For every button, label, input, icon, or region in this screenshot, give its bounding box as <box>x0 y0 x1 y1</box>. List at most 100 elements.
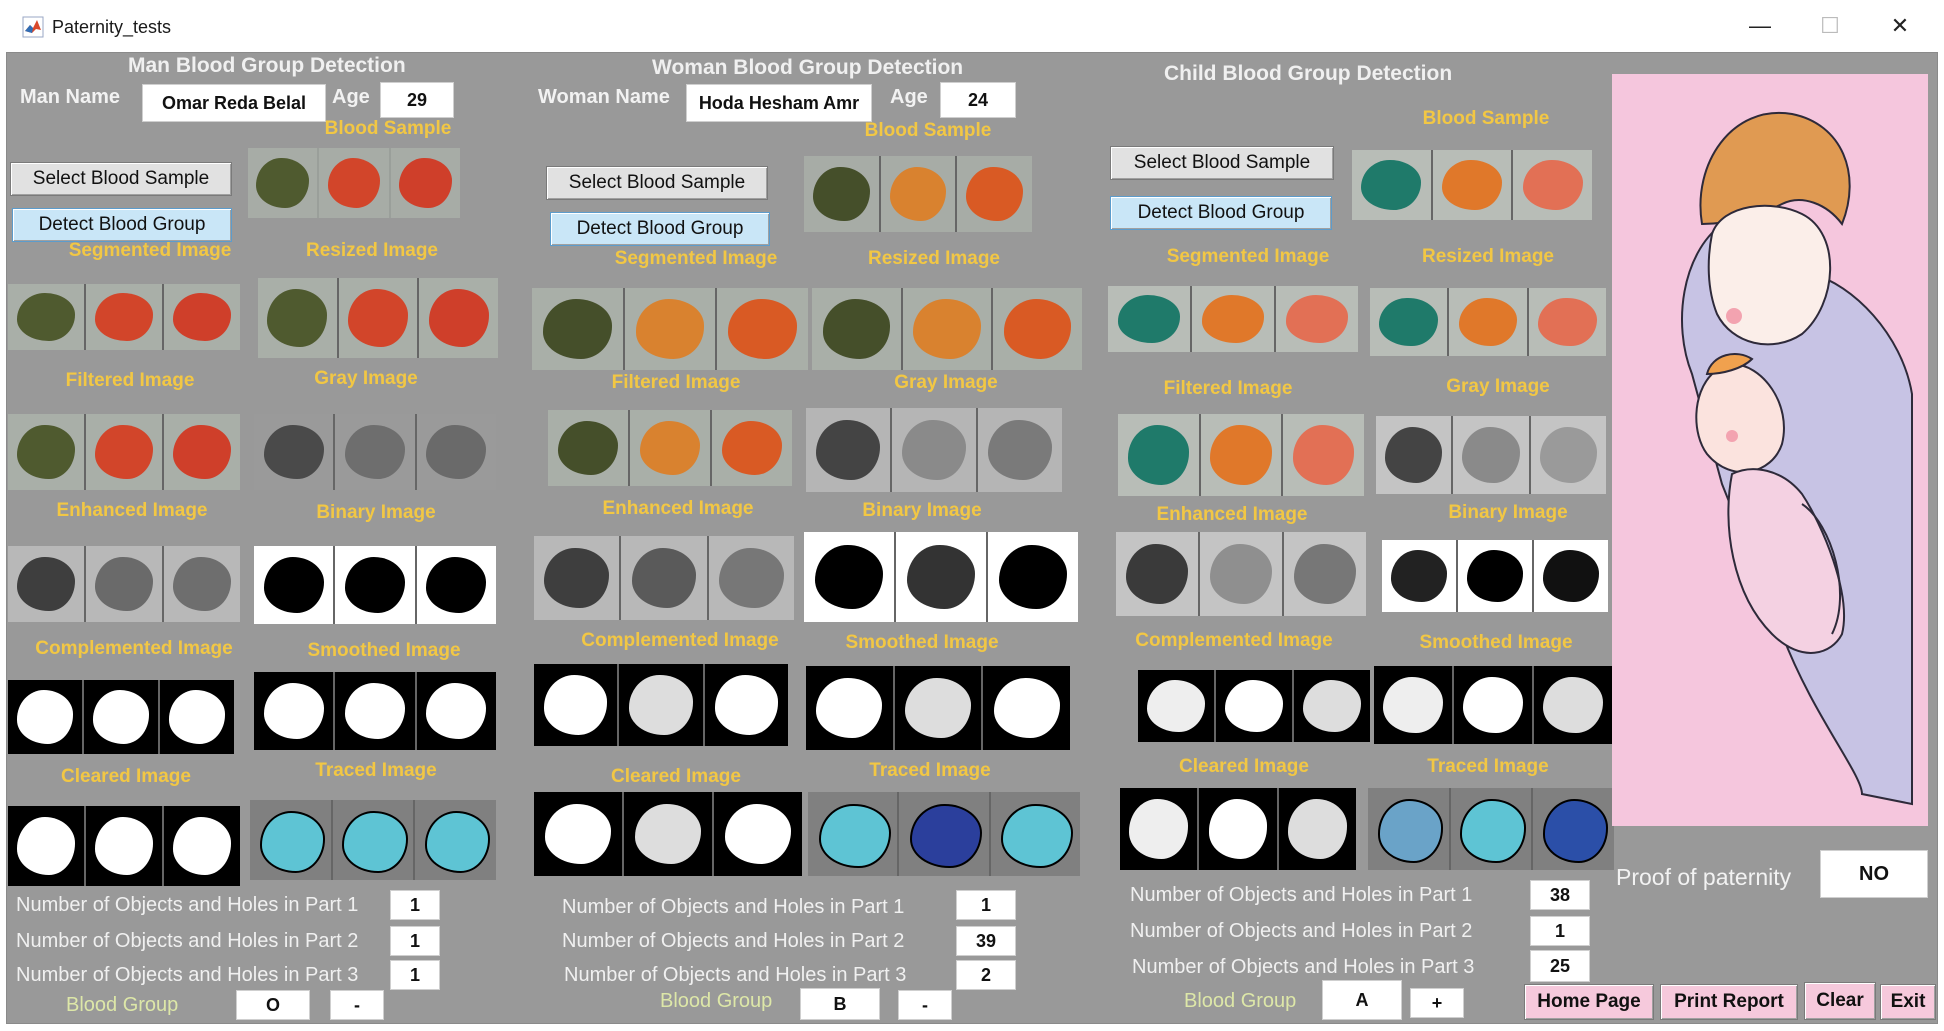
child-detect-blood-group-button[interactable]: Detect Blood Group <box>1110 196 1332 230</box>
child-blood-group-label: Blood Group <box>1184 990 1297 1012</box>
child-part3-label: Number of Objects and Holes in Part 3 <box>1132 956 1475 978</box>
window-titlebar: Paternity_tests — ☐ ✕ <box>0 0 1944 52</box>
man-age-field[interactable]: 29 <box>380 82 454 118</box>
man-rh-value[interactable]: - <box>330 990 384 1020</box>
child-select-blood-sample-button[interactable]: Select Blood Sample <box>1110 146 1334 180</box>
maximize-icon[interactable]: ☐ <box>1820 13 1840 38</box>
woman-part3-label: Number of Objects and Holes in Part 3 <box>564 964 907 986</box>
man-section-header: Man Blood Group Detection <box>128 54 406 77</box>
close-icon[interactable]: ✕ <box>1890 13 1910 38</box>
child-filtered-image <box>1118 414 1365 496</box>
man-segmented-label: Segmented Image <box>68 240 232 261</box>
man-traced-image <box>250 800 497 880</box>
child-part2-value[interactable]: 1 <box>1530 916 1590 946</box>
man-gray-label: Gray Image <box>314 368 418 389</box>
child-binary-label: Binary Image <box>1448 502 1568 523</box>
child-traced-label: Traced Image <box>1427 756 1549 777</box>
man-name-label: Man Name <box>20 86 121 108</box>
mother-baby-icon <box>1681 111 1913 806</box>
woman-smoothed-label: Smoothed Image <box>845 632 999 653</box>
man-traced-label: Traced Image <box>315 760 437 781</box>
man-name-field[interactable]: Omar Reda Belal <box>142 84 326 122</box>
woman-smoothed-image <box>806 666 1071 750</box>
child-resized-image <box>1370 288 1606 356</box>
home-page-button[interactable]: Home Page <box>1524 984 1654 1020</box>
proof-of-paternity-value[interactable]: NO <box>1820 850 1928 898</box>
woman-part3-value[interactable]: 2 <box>956 960 1016 990</box>
woman-age-field[interactable]: 24 <box>940 82 1016 118</box>
man-blood-sample-image <box>248 148 460 218</box>
window-title: Paternity_tests <box>52 17 172 37</box>
exit-button[interactable]: Exit <box>1880 984 1936 1020</box>
man-filtered-image <box>8 414 240 490</box>
man-segmented-image <box>8 284 240 350</box>
child-cleared-image <box>1120 788 1356 870</box>
child-gray-label: Gray Image <box>1446 376 1550 397</box>
child-blood-group-value[interactable]: A <box>1322 980 1402 1020</box>
child-resized-label: Resized Image <box>1422 246 1554 267</box>
woman-blood-group-label: Blood Group <box>660 990 773 1012</box>
child-blood-sample-image <box>1352 150 1593 220</box>
proof-of-paternity-label: Proof of paternity <box>1616 864 1792 890</box>
child-part1-value[interactable]: 38 <box>1530 880 1590 910</box>
parent-child-illustration <box>1612 74 1928 826</box>
man-binary-image <box>254 546 496 624</box>
clear-button[interactable]: Clear <box>1804 982 1876 1020</box>
man-enhanced-image <box>8 546 240 622</box>
woman-age-label: Age <box>890 86 928 108</box>
print-report-button[interactable]: Print Report <box>1660 984 1798 1020</box>
man-part2-value[interactable]: 1 <box>390 926 440 956</box>
woman-segmented-image <box>532 288 809 370</box>
man-detect-blood-group-button[interactable]: Detect Blood Group <box>12 208 232 242</box>
child-segmented-image <box>1108 286 1358 352</box>
man-select-blood-sample-button[interactable]: Select Blood Sample <box>10 162 232 196</box>
woman-blood-group-value[interactable]: B <box>800 988 880 1020</box>
woman-cleared-image <box>534 792 802 876</box>
child-part2-label: Number of Objects and Holes in Part 2 <box>1130 920 1473 942</box>
woman-resized-image <box>812 288 1083 370</box>
child-complemented-label: Complemented Image <box>1135 630 1333 651</box>
child-cleared-label: Cleared Image <box>1179 756 1309 777</box>
woman-traced-label: Traced Image <box>869 760 991 781</box>
child-gray-image <box>1376 416 1606 494</box>
child-filtered-label: Filtered Image <box>1163 378 1293 399</box>
man-part1-label: Number of Objects and Holes in Part 1 <box>16 894 359 916</box>
woman-rh-value[interactable]: - <box>898 990 952 1020</box>
woman-filtered-image <box>548 410 792 486</box>
woman-enhanced-label: Enhanced Image <box>602 498 754 519</box>
man-age-label: Age <box>332 86 370 108</box>
man-blood-sample-label: Blood Sample <box>324 118 452 139</box>
woman-gray-image <box>806 408 1062 492</box>
woman-complemented-label: Complemented Image <box>581 630 779 651</box>
man-blood-group-value[interactable]: O <box>236 990 310 1020</box>
man-part3-value[interactable]: 1 <box>390 960 440 990</box>
child-part1-label: Number of Objects and Holes in Part 1 <box>1130 884 1473 906</box>
woman-part1-value[interactable]: 1 <box>956 890 1016 920</box>
woman-detect-blood-group-button[interactable]: Detect Blood Group <box>550 212 770 246</box>
woman-name-field[interactable]: Hoda Hesham Amr <box>686 84 872 122</box>
woman-resized-label: Resized Image <box>868 248 1000 269</box>
man-complemented-image <box>8 680 234 754</box>
woman-name-label: Woman Name <box>538 86 670 108</box>
man-enhanced-label: Enhanced Image <box>56 500 208 521</box>
minimize-icon[interactable]: — <box>1749 13 1771 38</box>
woman-enhanced-image <box>534 536 794 620</box>
woman-part2-value[interactable]: 39 <box>956 926 1016 956</box>
man-part1-value[interactable]: 1 <box>390 890 440 920</box>
man-binary-label: Binary Image <box>316 502 436 523</box>
child-enhanced-image <box>1116 532 1366 616</box>
woman-part1-label: Number of Objects and Holes in Part 1 <box>562 896 905 918</box>
man-part2-label: Number of Objects and Holes in Part 2 <box>16 930 359 952</box>
man-gray-image <box>254 414 496 490</box>
woman-blood-sample-label: Blood Sample <box>864 120 992 141</box>
man-resized-image <box>258 278 499 358</box>
child-binary-image <box>1382 540 1608 612</box>
woman-binary-label: Binary Image <box>862 500 982 521</box>
child-rh-value[interactable]: + <box>1410 988 1464 1018</box>
child-complemented-image <box>1138 670 1370 742</box>
woman-select-blood-sample-button[interactable]: Select Blood Sample <box>546 166 768 200</box>
woman-cleared-label: Cleared Image <box>611 766 741 787</box>
man-resized-label: Resized Image <box>306 240 438 261</box>
child-part3-value[interactable]: 25 <box>1530 950 1590 982</box>
woman-gray-label: Gray Image <box>894 372 998 393</box>
